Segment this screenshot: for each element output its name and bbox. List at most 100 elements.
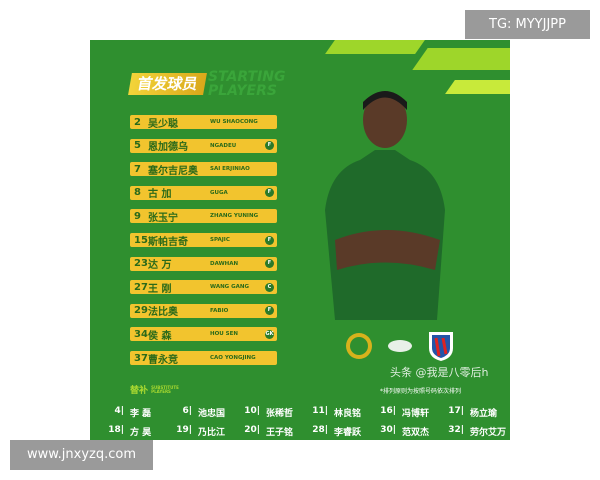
player-name-cn: 法比奥 — [148, 307, 178, 319]
subs-line: 18| 方 昊 19| 乃比江 20| 王子铭 28| 李睿跃 30| 范双杰 32| 劳尔艾万 — [100, 422, 510, 440]
starter-row: 23 达 万 DAWHAN F — [130, 256, 277, 272]
position-badge: F — [265, 306, 274, 316]
decor-stripe — [325, 40, 425, 54]
sub-player: 32| 劳尔艾万 — [440, 425, 508, 438]
starter-row: 8 古 加 GUGA F — [130, 185, 277, 201]
sub-name: 池忠国 — [198, 409, 226, 419]
position-badge: GK — [265, 329, 274, 339]
player-name-en: SPAJIC — [210, 237, 230, 243]
sub-player: 28| 李睿跃 — [304, 425, 372, 438]
team-badges — [345, 330, 455, 362]
sub-player: 6| 池忠国 — [168, 406, 236, 419]
decor-stripe — [412, 48, 510, 70]
player-number: 5 — [134, 140, 141, 152]
sub-player: 30| 范双杰 — [372, 425, 440, 438]
player-name-en: HOU SEN — [210, 331, 238, 338]
league-logo — [388, 340, 412, 352]
player-photo — [325, 91, 445, 320]
position-badge: F — [265, 235, 274, 245]
sub-number: 32| — [448, 425, 464, 435]
sub-name: 乃比江 — [198, 428, 226, 438]
sub-name: 冯博轩 — [402, 409, 430, 419]
title-en-line2: PLAYERS — [208, 83, 277, 99]
sub-number: 18| — [108, 425, 124, 435]
starter-row: 2 吴少聪 WU SHAOCONG — [130, 115, 277, 130]
sub-name: 林良铭 — [334, 409, 362, 419]
sub-number: 30| — [380, 425, 396, 435]
substitutes-list: 4| 李 磊 6| 池忠国 10| 张稀哲 11| 林良铭 16| 冯博轩 17| 杨立瑜 18| 方 昊… — [100, 403, 510, 440]
sub-player: 20| 王子铭 — [236, 425, 304, 438]
sub-number: 4| — [114, 406, 124, 416]
subs-line: 4| 李 磊 6| 池忠国 10| 张稀哲 11| 林良铭 16| 冯博轩 17| 杨立瑜 — [100, 403, 510, 422]
player-number: 29 — [134, 305, 148, 317]
player-name-cn: 古 加 — [148, 189, 172, 201]
player-number: 23 — [134, 258, 148, 270]
watermark: 头条 @我是八零后h — [390, 366, 489, 379]
starter-row: 7 塞尔吉尼奥 SAI ERJINIAO — [130, 162, 277, 177]
sub-number: 11| — [312, 406, 328, 416]
player-name-cn: 塞尔吉尼奥 — [148, 165, 198, 177]
player-number: 27 — [134, 281, 148, 293]
player-name-cn: 达 万 — [148, 260, 172, 272]
sub-number: 6| — [182, 406, 192, 416]
starter-row: 15 斯帕吉奇 SPAJIC F — [130, 233, 277, 248]
player-number: 8 — [134, 187, 141, 199]
title-en-line1: STARTING — [208, 69, 286, 85]
sub-name: 劳尔艾万 — [470, 428, 507, 438]
starting-title: 首发球员 — [128, 73, 207, 95]
beijing-guoan-logo — [346, 333, 372, 359]
subs-title-cn: 替补 — [130, 386, 149, 396]
lineup-poster: 首发球员 STARTING PLAYERS 2 吴少聪 WU SHAOCONG 5 恩加德… — [90, 40, 510, 440]
starting-title-en: STARTING PLAYERS — [208, 70, 286, 98]
player-number: 9 — [134, 210, 141, 222]
player-name-cn: 斯帕吉奇 — [148, 236, 188, 248]
sub-name: 张稀哲 — [266, 409, 294, 419]
subs-title-en1: SUBSTITUTE — [151, 385, 179, 390]
sub-name: 李 磊 — [130, 409, 152, 419]
sub-player: 17| 杨立瑜 — [440, 406, 508, 419]
sub-player: 18| 方 昊 — [100, 425, 168, 438]
starter-row: 37 曹永竞 CAO YONGJING — [130, 351, 277, 366]
sub-name: 方 昊 — [130, 428, 152, 438]
sub-player: 4| 李 磊 — [100, 406, 168, 419]
position-badge: C — [265, 282, 274, 292]
tag-top: TG: MYYJJPP — [465, 10, 590, 39]
player-name-cn: 曹永竞 — [148, 354, 178, 366]
player-number: 15 — [134, 234, 148, 246]
player-name-en: GUGA — [210, 189, 228, 196]
starter-row: 5 恩加德乌 NGADEU F — [130, 138, 277, 153]
sub-number: 19| — [176, 425, 192, 435]
sub-name: 李睿跃 — [334, 428, 362, 438]
starter-row: 29 法比奥 FABIO F — [130, 303, 277, 319]
player-name-cn: 王 刚 — [148, 283, 172, 295]
sub-player: 19| 乃比江 — [168, 425, 236, 438]
player-name-cn: 吴少聪 — [148, 118, 178, 130]
player-number: 7 — [134, 163, 141, 175]
player-name-en: DAWHAN — [210, 260, 239, 267]
sub-number: 10| — [244, 406, 260, 416]
player-name-en: NGADEU — [210, 142, 237, 149]
sub-name: 范双杰 — [402, 428, 430, 438]
player-name-en: ZHANG YUNING — [210, 213, 259, 220]
starter-row: 34 侯 森 HOU SEN GK — [130, 327, 277, 342]
subs-title-en2: PLAYERS — [151, 389, 171, 394]
player-name-en: SAI ERJINIAO — [210, 166, 250, 173]
player-name-en: WANG GANG — [210, 284, 249, 291]
sub-number: 16| — [380, 406, 396, 416]
player-name-en: CAO YONGJING — [210, 355, 256, 361]
player-name-cn: 侯 森 — [148, 330, 172, 342]
player-number: 34 — [134, 328, 148, 340]
player-name-en: WU SHAOCONG — [210, 119, 258, 125]
subs-title: 替补 SUBSTITUTE PLAYERS — [130, 383, 179, 397]
player-name-cn: 张玉宁 — [148, 212, 178, 224]
position-badge: F — [265, 188, 274, 198]
position-badge: F — [265, 259, 274, 269]
sub-number: 17| — [448, 406, 464, 416]
shanghai-shenhua-logo — [429, 332, 453, 361]
sub-number: 28| — [312, 425, 328, 435]
sub-number: 20| — [244, 425, 260, 435]
player-name-en: FABIO — [210, 307, 229, 314]
sub-player: 16| 冯博轩 — [372, 406, 440, 419]
player-number: 37 — [134, 352, 148, 364]
starter-row: 9 张玉宁 ZHANG YUNING — [130, 209, 277, 224]
